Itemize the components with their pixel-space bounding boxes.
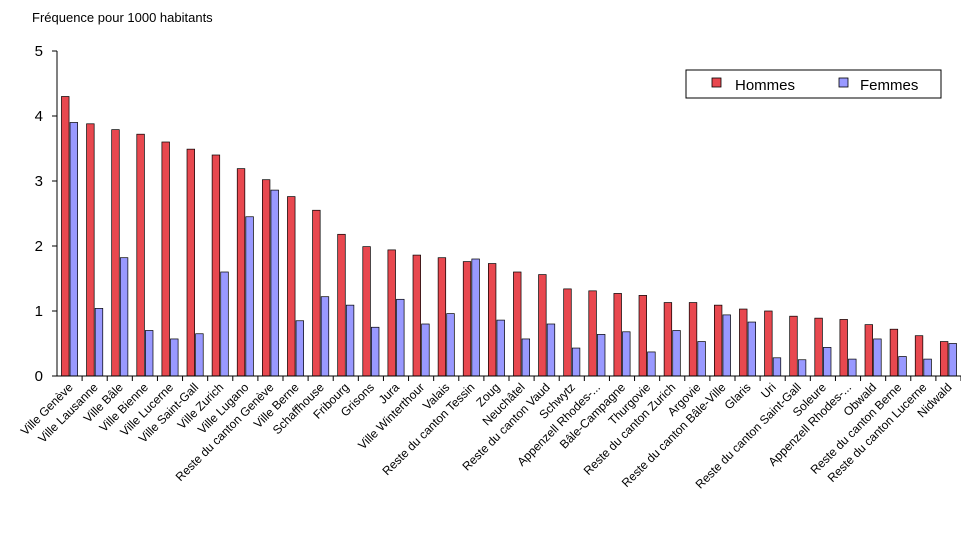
bar-hommes — [462, 261, 472, 377]
bar-femmes — [396, 298, 405, 377]
bar-femmes — [446, 313, 455, 377]
bar-hommes — [437, 257, 447, 377]
bar-femmes — [371, 326, 380, 377]
bar-hommes — [86, 123, 95, 377]
bar-femmes — [69, 122, 79, 377]
bar-femmes — [94, 308, 104, 377]
bar-hommes — [287, 196, 296, 377]
bar-femmes — [421, 323, 430, 377]
bar-hommes — [211, 154, 221, 377]
bar-hommes — [337, 233, 346, 377]
bar-hommes — [713, 304, 723, 377]
y-tick-label: 2 — [35, 238, 43, 255]
legend-label-hommes: Hommes — [735, 77, 795, 94]
bar-hommes — [312, 209, 321, 377]
bar-hommes — [764, 310, 773, 377]
bar-hommes — [663, 302, 673, 377]
bar-hommes — [914, 335, 924, 377]
bar-femmes — [119, 257, 129, 377]
bar-femmes — [220, 271, 229, 377]
bar-hommes — [939, 341, 949, 377]
bar-femmes — [823, 347, 832, 377]
bar-hommes — [538, 274, 547, 377]
legend-swatch-femmes — [838, 77, 849, 88]
bar-femmes — [948, 343, 957, 377]
bar-hommes — [638, 295, 647, 377]
y-tick-label: 0 — [35, 368, 43, 385]
bar-hommes — [487, 263, 497, 377]
bar-hommes — [136, 133, 145, 377]
bar-femmes — [471, 258, 480, 377]
y-axis-label: Fréquence pour 1000 habitants — [32, 10, 213, 25]
bar-femmes — [697, 341, 706, 377]
bar-femmes — [320, 296, 330, 377]
bar-hommes — [513, 271, 522, 377]
bar-hommes — [236, 168, 246, 377]
bar-femmes — [797, 359, 807, 377]
bar-hommes — [412, 254, 421, 377]
bar-hommes — [864, 324, 873, 377]
bar-hommes — [889, 328, 899, 377]
bar-hommes — [61, 96, 70, 377]
bar-hommes — [186, 148, 195, 377]
legend: Hommes Femmes — [685, 69, 942, 99]
bar-femmes — [145, 330, 154, 377]
bar-hommes — [362, 246, 371, 377]
bar-hommes — [688, 302, 698, 377]
bar-femmes — [521, 338, 531, 377]
bar-femmes — [195, 333, 204, 377]
bar-hommes — [839, 319, 848, 377]
bar-hommes — [161, 141, 170, 377]
bar-hommes — [814, 317, 823, 377]
bar-femmes — [848, 358, 857, 377]
x-tick-label: Glaris — [722, 380, 754, 412]
bar-femmes — [170, 338, 179, 377]
bar-femmes — [270, 189, 279, 377]
bar-femmes — [546, 323, 556, 377]
bar-hommes — [111, 129, 120, 377]
bar-femmes — [898, 356, 907, 377]
bar-hommes — [261, 179, 271, 377]
bar-femmes — [622, 331, 631, 377]
bar-femmes — [571, 347, 581, 377]
bar-femmes — [345, 304, 355, 377]
bar-femmes — [597, 334, 606, 377]
y-tick-label: 3 — [35, 173, 43, 190]
bar-femmes — [647, 351, 656, 377]
bar-hommes — [789, 315, 798, 377]
bar-hommes — [563, 288, 572, 377]
bar-femmes — [772, 357, 782, 377]
bar-hommes — [387, 249, 396, 377]
bar-femmes — [722, 314, 731, 377]
bar-hommes — [588, 290, 597, 377]
bar-femmes — [295, 320, 305, 377]
bar-femmes — [496, 319, 505, 377]
bar-femmes — [873, 338, 882, 377]
bar-femmes — [923, 358, 932, 377]
legend-box — [685, 69, 942, 99]
legend-swatch-hommes — [711, 77, 722, 88]
bar-femmes — [672, 330, 681, 377]
y-tick-label: 4 — [35, 108, 43, 125]
bar-femmes — [245, 216, 254, 377]
bar-femmes — [747, 321, 757, 377]
y-tick-label: 1 — [35, 303, 43, 320]
legend-label-femmes: Femmes — [860, 77, 918, 94]
y-tick-label: 5 — [35, 43, 43, 60]
bar-hommes — [613, 293, 622, 377]
bar-hommes — [739, 308, 748, 377]
